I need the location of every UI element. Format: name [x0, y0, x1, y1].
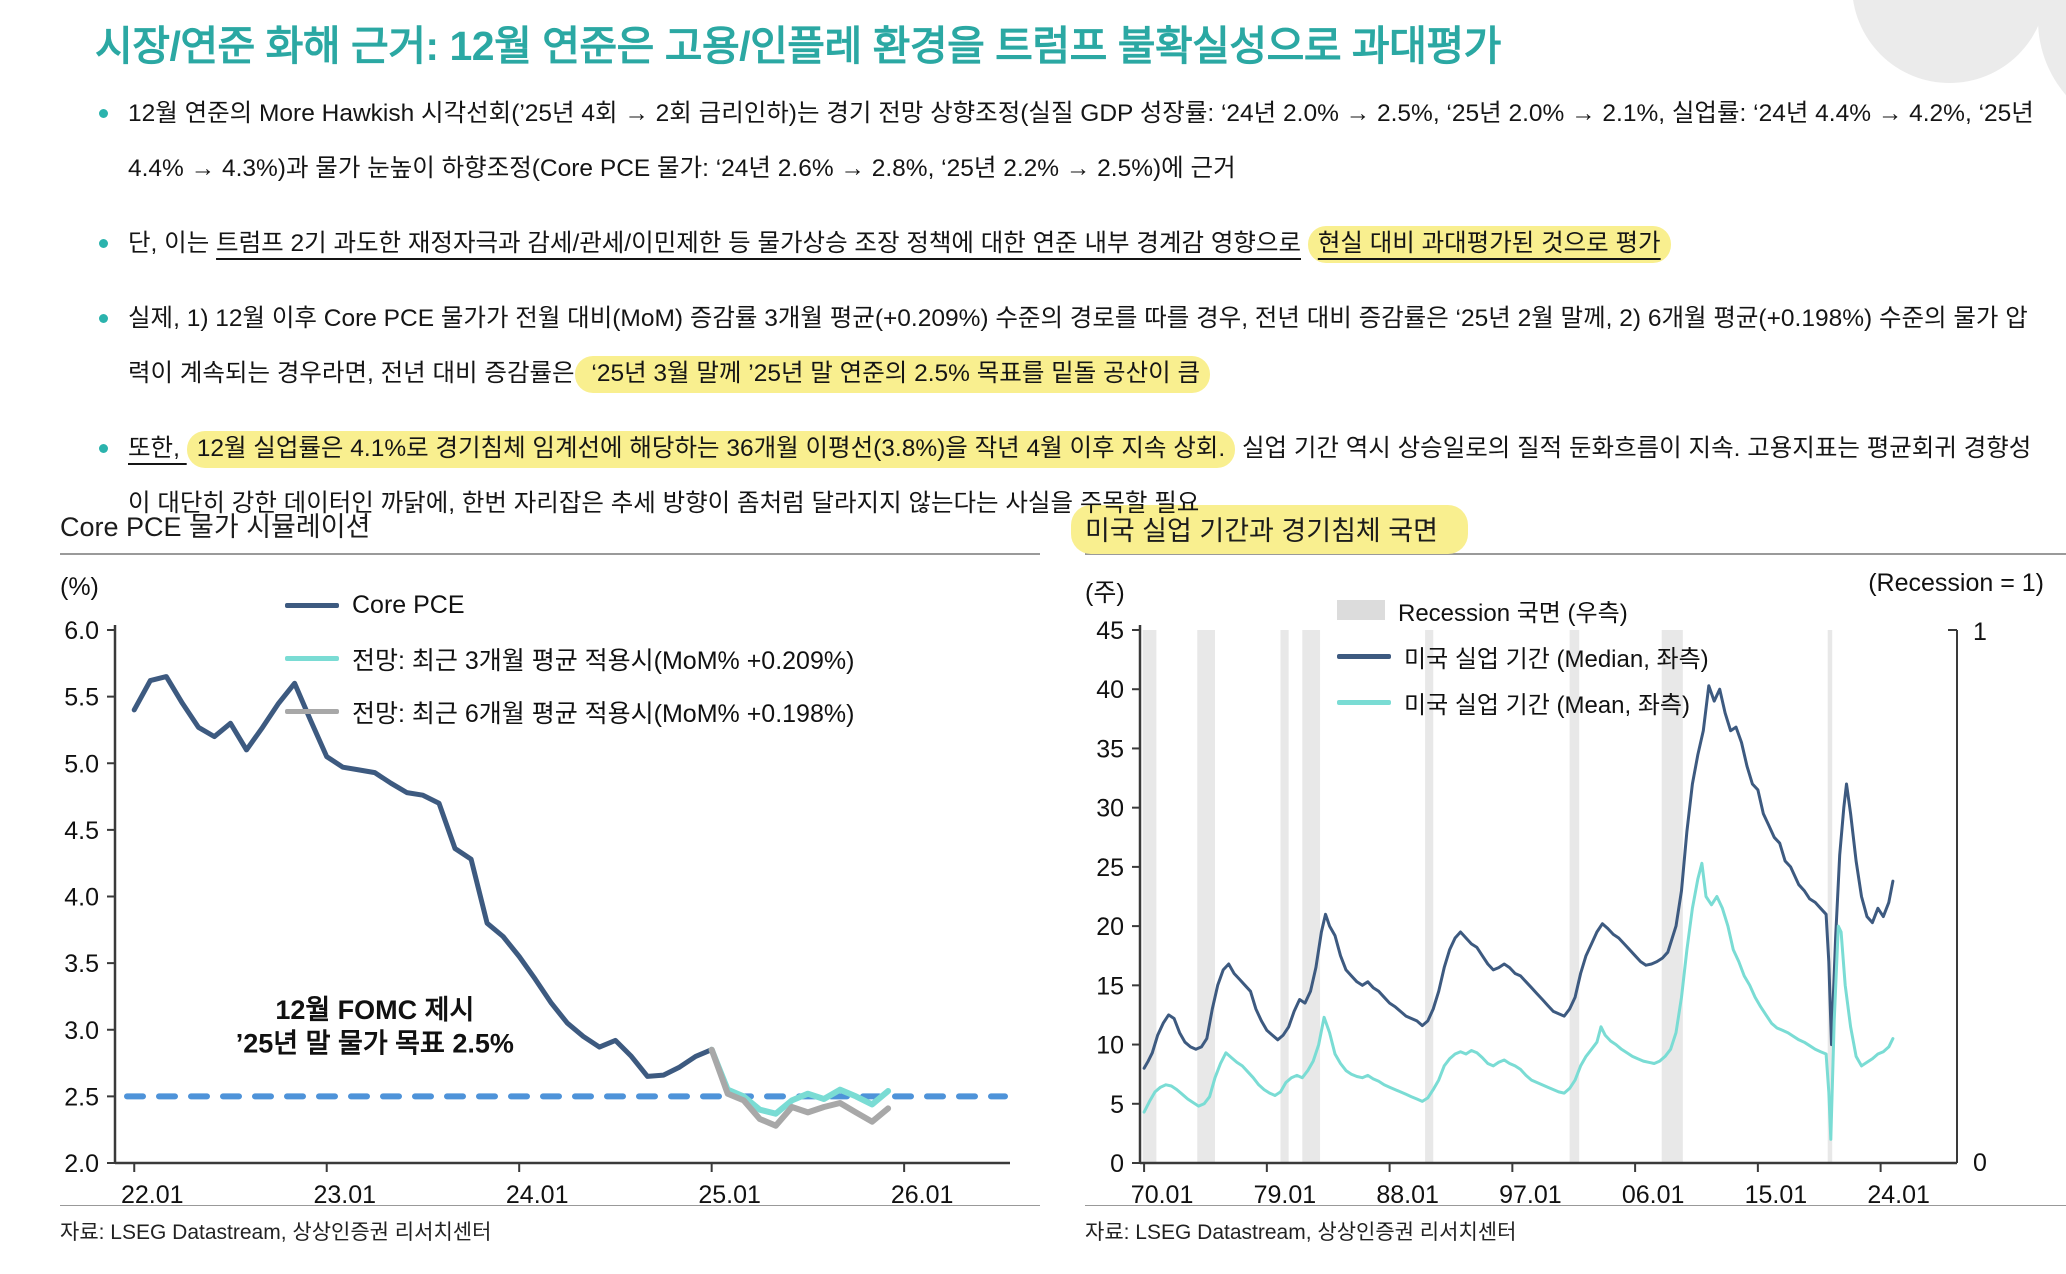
svg-text:30: 30 [1096, 795, 1124, 823]
svg-text:70.01: 70.01 [1131, 1181, 1194, 1208]
svg-text:06.01: 06.01 [1622, 1181, 1685, 1208]
svg-text:2.5: 2.5 [64, 1083, 99, 1111]
bullet-text-segment: 12월 연준의 More Hawkish 시각선회(’25년 4회 → 2회 금… [128, 100, 2034, 182]
bullet-text-segment: 또한, [128, 435, 187, 462]
svg-text:15.01: 15.01 [1745, 1181, 1808, 1208]
bullet-item: 단, 이는 트럼프 2기 과도한 재정자극과 감세/관세/이민제한 등 물가상승… [95, 216, 2049, 271]
bullet-text-segment: 실제, 1) 12월 이후 Core PCE 물가가 전월 대비(MoM) 증감… [128, 305, 2028, 387]
chart-title-highlighted: 미국 실업 기간과 경기침체 국면 [1071, 505, 1468, 554]
core-pce-line-chart: 2.0 2.5 3.0 3.5 4.0 4.5 5.0 5.5 6.0 22.01 23.01 24.… [64, 617, 1010, 1208]
bullet-list: 12월 연준의 More Hawkish 시각선회(’25년 4회 → 2회 금… [95, 86, 2049, 551]
decorative-circle [1852, 0, 2047, 83]
bullet-item: 12월 연준의 More Hawkish 시각선회(’25년 4회 → 2회 금… [95, 86, 2049, 196]
svg-text:26.01: 26.01 [891, 1181, 954, 1208]
svg-text:97.01: 97.01 [1499, 1181, 1562, 1208]
page-title: 시장/연준 화해 근거: 12월 연준은 고용/인플레 환경을 트럼프 불확실성… [95, 23, 1501, 69]
bullet-dot-icon [99, 109, 108, 118]
svg-text:35: 35 [1096, 735, 1124, 763]
y-axis-unit-label: (주) [1085, 579, 1125, 607]
svg-text:1: 1 [1973, 618, 1987, 646]
svg-text:2.0: 2.0 [64, 1150, 99, 1178]
bullet-text-segment: 현실 대비 과대평가된 것으로 평가 [1307, 226, 1671, 263]
svg-text:0: 0 [1973, 1149, 1987, 1177]
bullet-dot-icon [99, 239, 108, 248]
svg-text:4.5: 4.5 [64, 817, 99, 845]
svg-text:45: 45 [1096, 617, 1124, 645]
svg-text:0: 0 [1110, 1150, 1124, 1178]
bullet-item: 실제, 1) 12월 이후 Core PCE 물가가 전월 대비(MoM) 증감… [95, 291, 2049, 401]
bullet-text-segment: 트럼프 2기 과도한 재정자극과 감세/관세/이민제한 등 물가상승 조장 정책… [216, 230, 1301, 257]
bullet-text-segment: ‘25년 3월 말께 ’25년 말 연준의 2.5% 목표를 밑돌 공산이 큼 [574, 356, 1211, 393]
svg-text:10: 10 [1096, 1032, 1124, 1060]
svg-text:24.01: 24.01 [506, 1181, 569, 1208]
svg-text:25: 25 [1096, 854, 1124, 882]
panel-title-row: 미국 실업 기간과 경기침체 국면 [1071, 505, 2066, 555]
y-axis-unit-label: (%) [60, 573, 99, 601]
svg-text:40: 40 [1096, 676, 1124, 704]
svg-text:12월 FOMC 제시: 12월 FOMC 제시 [275, 995, 474, 1025]
svg-text:4.0: 4.0 [64, 884, 99, 912]
svg-text:23.01: 23.01 [313, 1181, 376, 1208]
chart-title: Core PCE 물가 시뮬레이션 [60, 512, 371, 542]
svg-text:3.5: 3.5 [64, 950, 99, 978]
svg-text:15: 15 [1096, 972, 1124, 1000]
svg-text:88.01: 88.01 [1376, 1181, 1439, 1208]
bullet-dot-icon [99, 314, 108, 323]
svg-text:6.0: 6.0 [64, 617, 99, 645]
bullet-text-segment [1301, 230, 1308, 257]
bullet-dot-icon [99, 444, 108, 453]
svg-text:5.5: 5.5 [64, 684, 99, 712]
source-note: 자료: LSEG Datastream, 상상인증권 리서치센터 [1085, 1205, 2066, 1246]
svg-text:5: 5 [1110, 1091, 1124, 1119]
bullet-text-segment: 단, 이는 [128, 230, 217, 257]
bullet-text-segment: 12월 실업률은 4.1%로 경기침체 임계선에 해당하는 36개월 이평선(3… [186, 431, 1236, 468]
svg-text:24.01: 24.01 [1867, 1181, 1930, 1208]
bullet-text-segment: 실업 기간 역시 상승일로의 질적 둔화흐름이 지속. 고용지표는 평균회귀 경… [128, 435, 2032, 517]
svg-text:’25년 말 물가 목표 2.5%: ’25년 말 물가 목표 2.5% [236, 1028, 514, 1058]
right-axis-note: (Recession = 1) [1868, 569, 2044, 597]
source-note: 자료: LSEG Datastream, 상상인증권 리서치센터 [60, 1205, 1040, 1246]
svg-text:20: 20 [1096, 913, 1124, 941]
svg-text:5.0: 5.0 [64, 750, 99, 778]
svg-text:25.01: 25.01 [698, 1181, 761, 1208]
svg-text:79.01: 79.01 [1254, 1181, 1317, 1208]
bullet-item: 또한, 12월 실업률은 4.1%로 경기침체 임계선에 해당하는 36개월 이… [95, 421, 2049, 531]
svg-text:3.0: 3.0 [64, 1017, 99, 1045]
svg-text:22.01: 22.01 [121, 1181, 184, 1208]
panel-title-row: Core PCE 물가 시뮬레이션 [60, 505, 1040, 555]
